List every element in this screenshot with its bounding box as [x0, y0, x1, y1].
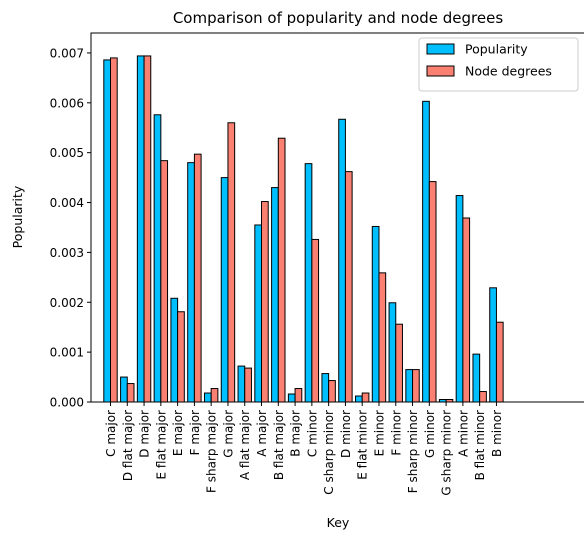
x-tick-label: D flat major: [121, 410, 135, 481]
bar-popularity: [321, 373, 330, 403]
bars-group: [103, 55, 504, 403]
bar-popularity: [136, 55, 145, 403]
chart-title: Comparison of popularity and node degree…: [173, 9, 504, 27]
x-tick-label: G sharp minor: [440, 410, 454, 496]
bar-node-degrees: [378, 272, 387, 403]
legend-swatch: [426, 43, 455, 55]
x-tick-label: E flat minor: [356, 410, 370, 480]
bar-popularity: [489, 287, 497, 403]
bar-node-degrees: [328, 380, 336, 403]
bar-node-degrees: [412, 369, 420, 403]
x-tick-label: A minor: [456, 410, 470, 457]
bar-node-degrees: [110, 57, 118, 403]
x-tick-label: G minor: [423, 410, 437, 458]
x-axis: C major D flat major D major E flat major E …: [104, 402, 504, 496]
legend-box: [418, 37, 579, 92]
y-tick-label: 0.003: [50, 246, 84, 260]
bar-popularity: [203, 392, 212, 403]
bar-node-degrees: [126, 383, 135, 403]
x-tick-label: B minor: [490, 410, 504, 457]
bar-node-degrees: [344, 171, 353, 403]
bar-popularity: [304, 163, 313, 403]
x-tick-label: C major: [104, 410, 118, 457]
bar-node-degrees: [277, 137, 286, 403]
legend: Popularity Node degrees: [418, 37, 579, 92]
bar-popularity: [271, 187, 279, 403]
x-tick-label: F major: [188, 410, 202, 455]
bar-popularity: [455, 195, 464, 403]
bar-popularity: [405, 369, 414, 403]
y-axis: 0.000 0.001 0.002 0.003 0.004 0.005 0.006 0.007: [50, 46, 91, 410]
bar-node-degrees: [479, 391, 487, 403]
bar-popularity: [338, 118, 346, 403]
x-tick-label: E major: [171, 410, 185, 456]
x-tick-label: C minor: [305, 410, 319, 457]
legend-swatch: [426, 65, 455, 77]
bar-popularity: [355, 395, 363, 403]
x-tick-label: F sharp major: [205, 410, 219, 493]
bar-popularity: [187, 162, 195, 403]
x-tick-label: F minor: [389, 410, 403, 456]
x-tick-label: G major: [221, 410, 235, 458]
bar-popularity: [120, 376, 128, 403]
y-tick-label: 0.002: [50, 296, 84, 310]
bar-popularity: [287, 393, 296, 403]
bar-popularity: [371, 225, 380, 403]
bar-node-degrees: [311, 238, 320, 403]
bar-node-degrees: [143, 55, 152, 403]
bar-popularity: [103, 59, 112, 403]
bar-node-degrees: [294, 388, 303, 403]
bar-node-degrees: [395, 323, 403, 403]
y-tick-label: 0.001: [50, 346, 84, 360]
x-tick-label: E flat major: [154, 410, 168, 480]
x-tick-label: B flat major: [272, 410, 286, 480]
x-axis-label: Key: [327, 515, 350, 530]
x-tick-label: A major: [255, 410, 269, 457]
x-tick-label: B major: [289, 410, 303, 457]
bar-popularity: [254, 224, 263, 403]
x-tick-label: D minor: [339, 410, 353, 458]
bar-node-degrees: [227, 122, 236, 403]
bar-popularity: [422, 100, 430, 403]
bar-popularity: [388, 302, 397, 403]
bar-node-degrees: [462, 217, 471, 403]
bar-node-degrees: [160, 160, 169, 403]
x-tick-label: D major: [138, 410, 152, 458]
legend-label: Node degrees: [465, 64, 552, 79]
x-tick-label: E minor: [372, 410, 386, 456]
bar-node-degrees: [361, 392, 370, 403]
bar-popularity: [472, 353, 481, 403]
y-axis-label: Popularity: [10, 185, 25, 248]
bar-node-degrees: [495, 321, 504, 403]
x-tick-label: A flat major: [238, 410, 252, 480]
y-tick-label: 0.000: [50, 396, 84, 410]
x-tick-label: C sharp minor: [322, 410, 336, 495]
bar-node-degrees: [428, 181, 437, 403]
y-tick-label: 0.005: [50, 146, 84, 160]
bar-popularity: [237, 365, 246, 403]
y-tick-label: 0.007: [50, 46, 84, 60]
bar-popularity: [220, 177, 229, 403]
bar-node-degrees: [193, 153, 202, 403]
bar-popularity: [170, 297, 179, 403]
bar-popularity: [153, 114, 162, 403]
bar-node-degrees: [244, 367, 252, 403]
plot-frame: [90, 32, 584, 403]
y-tick-label: 0.006: [50, 96, 84, 110]
bar-node-degrees: [210, 388, 219, 403]
y-tick-label: 0.004: [50, 196, 84, 210]
bar-node-degrees: [261, 201, 269, 403]
bar-node-degrees: [177, 311, 185, 403]
x-tick-label: B flat minor: [473, 410, 487, 480]
x-tick-label: F sharp minor: [406, 410, 420, 493]
legend-label: Popularity: [465, 42, 528, 57]
